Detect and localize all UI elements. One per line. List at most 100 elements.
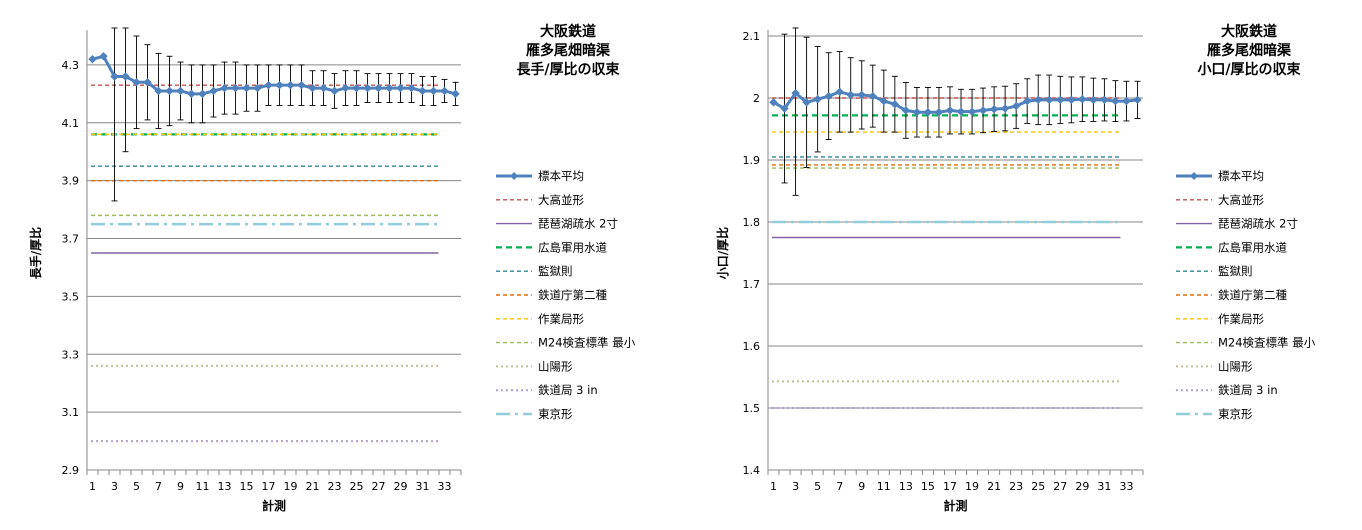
- y-tick-label: 3.7: [62, 233, 80, 246]
- x-tick-label: 29: [394, 480, 408, 493]
- data-point: [407, 83, 416, 93]
- data-point: [956, 107, 966, 116]
- x-tick-label: 9: [177, 480, 184, 493]
- data-point: [396, 83, 405, 93]
- data-point: [868, 91, 877, 101]
- y-axis-label: 長手/厚比: [28, 227, 43, 279]
- data-point: [286, 80, 295, 90]
- x-axis-label: 計測: [943, 498, 967, 513]
- data-point: [253, 83, 262, 93]
- legend-label: 鉄道局 3 in: [1218, 383, 1278, 397]
- x-tick-label: 1: [770, 480, 777, 493]
- y-tick-label: 1.4: [743, 464, 761, 477]
- data-point: [198, 89, 207, 99]
- data-point: [451, 89, 460, 99]
- x-tick-label: 23: [328, 480, 342, 493]
- legend-label: 大高並形: [1218, 193, 1264, 207]
- x-tick-label: 29: [1075, 480, 1089, 493]
- data-point: [1122, 96, 1131, 106]
- data-point: [912, 108, 922, 117]
- data-point: [154, 86, 163, 96]
- y-tick-label: 1.9: [743, 154, 761, 167]
- data-point: [319, 83, 328, 93]
- y-tick-label: 1.7: [743, 278, 761, 291]
- data-point: [857, 90, 866, 100]
- legend-label: 広島軍用水道: [538, 240, 607, 254]
- legend-label: 監獄則: [538, 264, 573, 278]
- x-tick-label: 31: [416, 480, 430, 493]
- chart-title-line: 大阪鉄道: [540, 23, 596, 40]
- data-point: [1100, 95, 1109, 105]
- data-point: [769, 98, 778, 107]
- data-point: [1089, 95, 1098, 105]
- y-tick-label: 3.3: [62, 348, 80, 361]
- data-point: [967, 107, 977, 116]
- data-point: [879, 96, 889, 106]
- legend-label: 作業局形: [538, 312, 584, 326]
- data-point: [978, 106, 988, 115]
- data-point: [143, 78, 152, 87]
- y-tick-label: 1.5: [743, 402, 761, 415]
- data-point: [176, 86, 185, 96]
- chart-title-line: 大阪鉄道: [1221, 23, 1277, 40]
- data-point: [835, 87, 844, 96]
- data-point: [220, 83, 229, 93]
- data-point: [341, 83, 350, 93]
- y-axis-label: 小口/厚比: [715, 227, 730, 279]
- data-point: [187, 89, 196, 99]
- legend-label: 作業局形: [1218, 312, 1264, 326]
- data-point: [374, 83, 383, 93]
- data-point: [1000, 104, 1010, 113]
- y-tick-label: 4.1: [62, 117, 80, 130]
- data-point: [813, 95, 822, 104]
- y-tick-label: 1.6: [743, 340, 761, 353]
- data-point: [1011, 101, 1021, 111]
- legend-label: 監獄則: [1218, 264, 1253, 278]
- legend-label: 鉄道庁第二種: [1218, 288, 1287, 302]
- data-point: [890, 100, 900, 109]
- data-point: [1056, 95, 1065, 105]
- data-point: [1034, 95, 1043, 105]
- x-tick-label: 27: [372, 480, 386, 493]
- legend-marker-mean: [1190, 172, 1198, 180]
- data-point: [440, 86, 449, 96]
- x-tick-label: 11: [196, 480, 210, 493]
- series-line-mean: [772, 90, 1138, 114]
- data-point: [231, 83, 240, 93]
- data-point: [308, 83, 317, 93]
- data-point: [846, 90, 855, 100]
- data-point: [1078, 95, 1087, 104]
- x-axis-label: 計測: [262, 498, 286, 513]
- legend-label: 大高並形: [538, 193, 584, 207]
- y-tick-label: 3.1: [62, 406, 80, 419]
- chart-title-line: 長手/厚比の収束: [516, 61, 620, 78]
- data-point: [934, 108, 944, 117]
- data-point: [242, 83, 251, 93]
- x-tick-label: 25: [350, 480, 364, 493]
- x-tick-label: 27: [1053, 480, 1067, 493]
- data-point: [121, 72, 130, 81]
- x-tick-label: 15: [921, 480, 935, 493]
- x-tick-label: 13: [218, 480, 232, 493]
- y-tick-label: 1.8: [743, 216, 761, 229]
- legend-label: M24検査標準 最小: [1218, 336, 1316, 350]
- x-tick-label: 33: [438, 480, 452, 493]
- legend-label: 山陽形: [1218, 359, 1253, 373]
- data-point: [1022, 96, 1032, 106]
- data-point: [901, 106, 911, 115]
- legend-label: 標本平均: [538, 169, 584, 183]
- chart-title-line: 雁多尾畑暗渠: [1207, 42, 1292, 59]
- legend-label: 広島軍用水道: [1218, 240, 1287, 254]
- x-tick-label: 11: [877, 480, 891, 493]
- data-point: [297, 80, 306, 90]
- data-point: [780, 104, 789, 113]
- data-point: [352, 83, 361, 93]
- data-point: [429, 86, 438, 96]
- data-point: [363, 83, 372, 93]
- data-point: [165, 86, 174, 96]
- x-tick-label: 33: [1119, 480, 1133, 493]
- x-tick-label: 25: [1031, 480, 1045, 493]
